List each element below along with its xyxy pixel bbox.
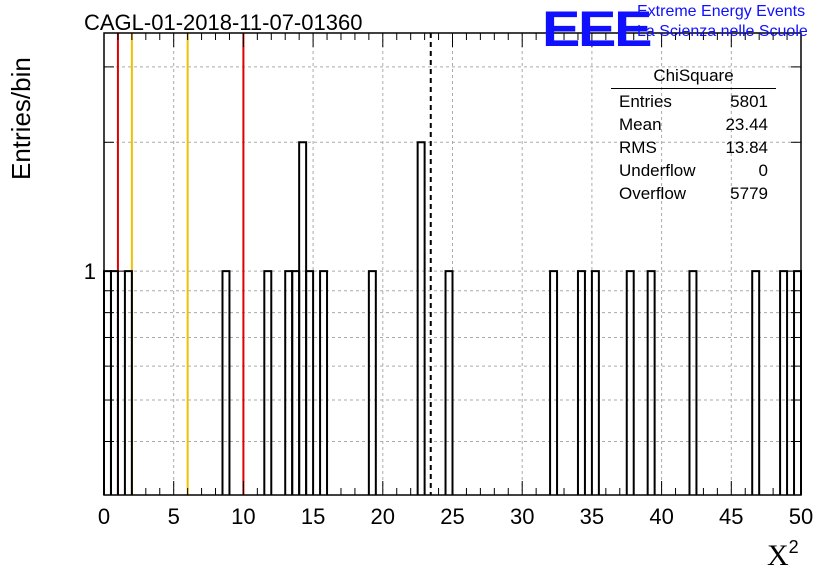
histogram-bin xyxy=(416,141,426,495)
x-tick-label: 45 xyxy=(719,504,743,529)
stats-value: 13.84 xyxy=(725,138,768,157)
stats-label: Entries xyxy=(619,92,672,111)
logo-line-1: Extreme Energy Events xyxy=(637,3,806,20)
stats-row-entries: Entries 5801 xyxy=(611,92,776,115)
histogram-bin xyxy=(688,270,698,495)
histogram-bin xyxy=(751,270,761,495)
stats-label: RMS xyxy=(619,138,657,157)
histogram-bin xyxy=(367,270,377,495)
histogram-bin xyxy=(305,270,315,495)
histogram-bin xyxy=(109,270,119,495)
logo-line-2: La Scienza nelle Scuole xyxy=(637,23,808,40)
stats-value: 0 xyxy=(758,161,768,180)
histogram-bin xyxy=(284,270,294,495)
x-axis-label-base: X xyxy=(767,539,789,572)
histogram-bin xyxy=(646,270,656,495)
x-tick-label: 15 xyxy=(301,504,325,529)
x-axis-label: X2 xyxy=(767,537,799,573)
histogram-bin xyxy=(221,270,231,495)
x-tick-label: 25 xyxy=(440,504,464,529)
stats-row-mean: Mean 23.44 xyxy=(611,115,776,138)
stats-row-underflow: Underflow 0 xyxy=(611,161,776,184)
x-tick-label: 50 xyxy=(789,504,813,529)
x-tick-label: 0 xyxy=(98,504,110,529)
stats-row-rms: RMS 13.84 xyxy=(611,138,776,161)
histogram-bin xyxy=(779,270,789,495)
stats-label: Underflow xyxy=(619,161,696,180)
x-tick-label: 20 xyxy=(371,504,395,529)
histogram-bin xyxy=(590,270,600,495)
histogram-bin xyxy=(549,270,559,495)
eee-logo-mark: EEE xyxy=(542,1,652,57)
histogram-bin xyxy=(625,270,635,495)
chart-title: CAGL-01-2018-11-07-01360 xyxy=(84,10,363,35)
stats-label: Overflow xyxy=(619,184,687,203)
y-axis-label: Entries/bin xyxy=(6,57,36,180)
y-tick-label: 1 xyxy=(84,259,96,284)
histogram-bin xyxy=(319,270,329,495)
x-tick-label: 35 xyxy=(580,504,604,529)
x-axis-label-sup: 2 xyxy=(788,537,799,557)
x-tick-label: 10 xyxy=(231,504,255,529)
stats-value: 23.44 xyxy=(725,115,768,134)
histogram-bin xyxy=(298,141,308,495)
stats-box-title: ChiSquare xyxy=(653,66,734,85)
stats-row-overflow: Overflow 5779 xyxy=(611,184,776,207)
histogram-bin xyxy=(793,270,802,495)
histogram-bin xyxy=(291,270,301,495)
histogram-bin xyxy=(263,270,273,495)
histogram-bin xyxy=(576,270,586,495)
x-tick-label: 30 xyxy=(510,504,534,529)
x-tick-label: 5 xyxy=(168,504,180,529)
stats-value: 5801 xyxy=(730,92,768,111)
stats-box-divider xyxy=(611,88,776,89)
x-tick-label: 40 xyxy=(649,504,673,529)
histogram-bin xyxy=(444,270,454,495)
histogram-bin xyxy=(123,270,133,495)
stats-box: ChiSquare Entries 5801 Mean 23.44 RMS 13.84… xyxy=(611,66,776,207)
stats-value: 5779 xyxy=(730,184,768,203)
stats-label: Mean xyxy=(619,115,662,134)
histogram-bin xyxy=(103,270,112,495)
